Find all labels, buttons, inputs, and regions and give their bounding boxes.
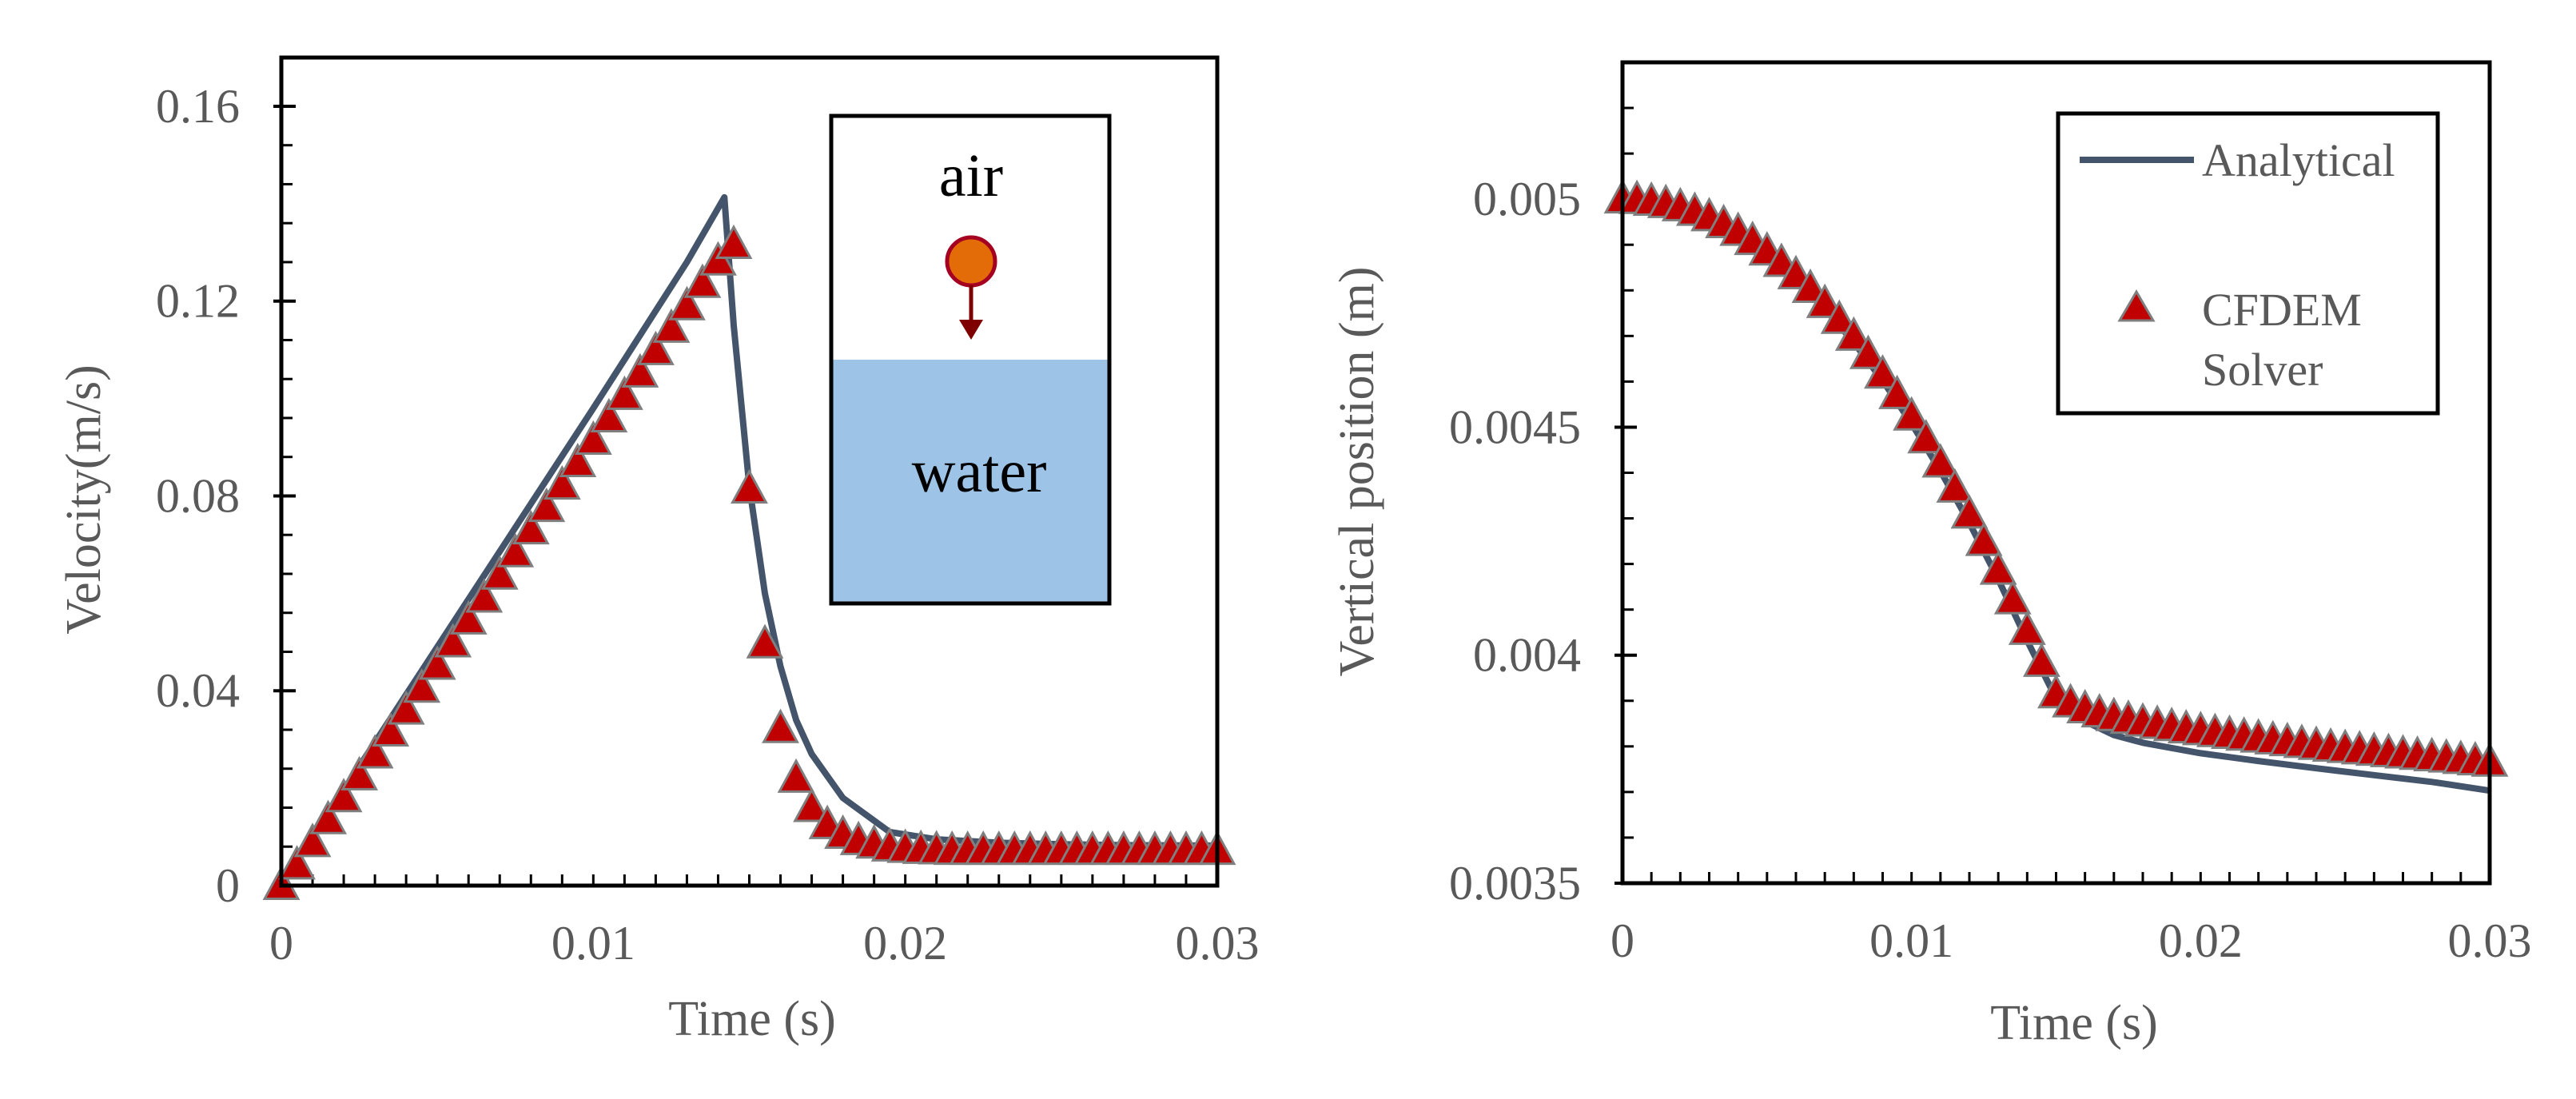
legend-cfdem-label-line2: Solver bbox=[2202, 344, 2323, 396]
position-legend: Analytical CFDEM Solver bbox=[2056, 111, 2440, 416]
velocity-cfdem-series bbox=[262, 224, 1236, 900]
cfdem-marker bbox=[1907, 419, 1945, 454]
velocity-plot-frame bbox=[279, 55, 1220, 888]
cfdem-marker bbox=[2022, 642, 2060, 677]
cfdem-marker bbox=[668, 285, 706, 321]
x-tick-label: 0 bbox=[1610, 914, 1634, 967]
cfdem-marker bbox=[324, 778, 363, 813]
cfdem-marker bbox=[418, 645, 456, 680]
position-x-axis-title: Time (s) bbox=[1990, 996, 2158, 1050]
legend-cfdem-marker bbox=[2117, 289, 2156, 322]
cfdem-marker bbox=[293, 822, 332, 858]
position-cfdem-series bbox=[1603, 179, 2509, 777]
cfdem-marker bbox=[1864, 354, 1901, 389]
cfdem-marker bbox=[1979, 550, 2017, 585]
cfdem-marker bbox=[605, 375, 643, 410]
cfdem-marker bbox=[559, 442, 597, 478]
y-tick-label: 0.08 bbox=[156, 469, 240, 522]
cfdem-marker bbox=[1965, 521, 2003, 556]
cfdem-marker bbox=[1936, 468, 1974, 503]
x-tick-label: 0.03 bbox=[2448, 914, 2532, 967]
cfdem-marker bbox=[793, 787, 830, 822]
cfdem-marker bbox=[403, 668, 441, 703]
cfdem-marker bbox=[278, 845, 316, 880]
velocity-y-tick-labels: 0 0.04 0.08 0.12 0.16 bbox=[156, 80, 240, 912]
inset-air-label: air bbox=[939, 142, 1003, 209]
cfdem-marker bbox=[387, 690, 425, 725]
position-y-tick-labels: 0.0035 0.004 0.0045 0.005 bbox=[1449, 173, 1581, 910]
cfdem-marker bbox=[621, 352, 659, 388]
inset-particle bbox=[945, 235, 997, 288]
inset-container-frame bbox=[829, 113, 1112, 606]
velocity-chart: 0 0.04 0.08 0.12 0.16 0 0.01 0.02 0.03 Time (s)… bbox=[57, 55, 1260, 1046]
cfdem-marker bbox=[480, 555, 519, 590]
velocity-x-tick-labels: 0 0.01 0.02 0.03 bbox=[269, 917, 1260, 970]
inset-fall-arrow-head bbox=[959, 320, 983, 340]
inset-water-label: water bbox=[912, 438, 1047, 505]
cfdem-marker bbox=[762, 708, 799, 743]
cfdem-marker bbox=[340, 755, 379, 790]
cfdem-marker bbox=[1921, 443, 1960, 478]
cfdem-marker bbox=[1878, 374, 1917, 409]
y-tick-label: 0.0035 bbox=[1449, 857, 1581, 910]
cfdem-marker bbox=[652, 308, 691, 343]
x-tick-label: 0.02 bbox=[863, 917, 947, 970]
velocity-y-axis-title: Velocity(m/s) bbox=[57, 364, 111, 635]
cfdem-marker bbox=[2008, 610, 2046, 645]
y-tick-label: 0.16 bbox=[156, 80, 240, 133]
y-tick-label: 0 bbox=[216, 859, 240, 912]
x-tick-label: 0 bbox=[269, 917, 293, 970]
y-tick-label: 0.04 bbox=[156, 664, 240, 717]
cfdem-marker bbox=[528, 487, 566, 523]
cfdem-marker bbox=[1950, 494, 1989, 529]
cfdem-marker bbox=[465, 578, 504, 613]
cfdem-marker bbox=[372, 711, 410, 747]
y-tick-label: 0.005 bbox=[1473, 173, 1581, 225]
cfdem-marker bbox=[1893, 396, 1931, 431]
cfdem-marker bbox=[715, 224, 753, 260]
cfdem-marker bbox=[496, 532, 535, 567]
position-chart: 0.0035 0.004 0.0045 0.005 0 0.01 0.02 0.03 Tim… bbox=[1330, 60, 2532, 1050]
y-tick-label: 0.0045 bbox=[1449, 400, 1581, 453]
cfdem-marker bbox=[449, 599, 488, 635]
cfdem-marker bbox=[636, 330, 675, 365]
cfdem-marker bbox=[1791, 268, 1829, 303]
cfdem-marker bbox=[434, 623, 472, 658]
legend-frame bbox=[2056, 111, 2440, 416]
cfdem-marker bbox=[543, 464, 581, 500]
x-tick-label: 0.02 bbox=[2159, 914, 2243, 967]
cfdem-marker bbox=[1806, 283, 1844, 318]
cfdem-marker bbox=[512, 509, 550, 545]
cfdem-marker bbox=[1834, 316, 1873, 351]
cfdem-marker bbox=[683, 263, 722, 298]
inset-water-region bbox=[831, 360, 1109, 603]
cfdem-marker bbox=[574, 420, 612, 455]
position-y-axis-title: Vertical position (m) bbox=[1330, 266, 1384, 676]
inset-schematic: air water bbox=[829, 113, 1112, 606]
x-tick-label: 0.01 bbox=[551, 917, 635, 970]
cfdem-marker bbox=[1849, 334, 1887, 369]
cfdem-marker bbox=[777, 758, 815, 793]
cfdem-marker bbox=[1993, 579, 2032, 615]
cfdem-marker bbox=[356, 734, 394, 769]
cfdem-marker bbox=[590, 397, 628, 432]
legend-analytical-label: Analytical bbox=[2202, 134, 2395, 186]
legend-cfdem-label-line1: CFDEM bbox=[2202, 284, 2362, 336]
cfdem-marker bbox=[746, 623, 784, 659]
velocity-x-axis-title: Time (s) bbox=[668, 992, 836, 1046]
y-tick-label: 0.004 bbox=[1473, 629, 1581, 682]
x-tick-label: 0.03 bbox=[1176, 917, 1260, 970]
y-tick-label: 0.12 bbox=[156, 275, 240, 328]
cfdem-marker bbox=[1820, 299, 1858, 334]
cfdem-marker bbox=[309, 799, 347, 834]
position-plot-frame bbox=[1620, 60, 2492, 886]
cfdem-marker bbox=[731, 468, 768, 504]
x-tick-label: 0.01 bbox=[1869, 914, 1953, 967]
position-x-tick-labels: 0 0.01 0.02 0.03 bbox=[1610, 914, 2532, 967]
